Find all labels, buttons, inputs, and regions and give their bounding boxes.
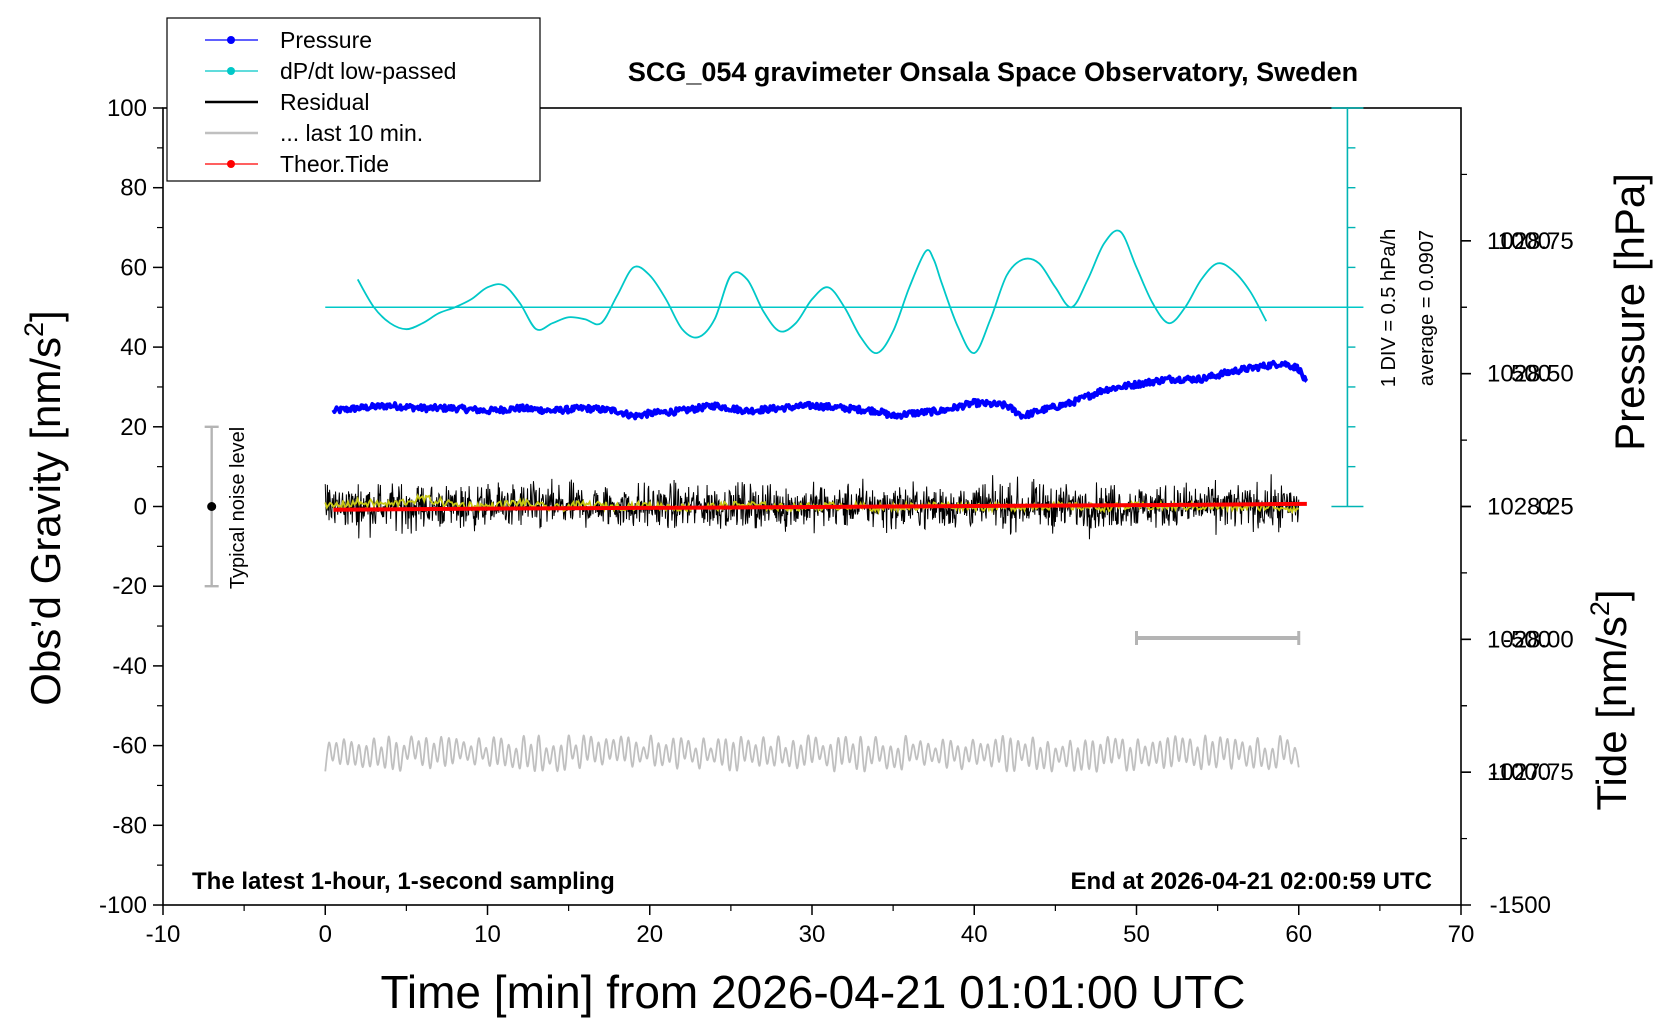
- pressure-tick-label: 1028.00: [1487, 626, 1574, 653]
- y-axis-label-tide-main: Tide [nm/s: [1588, 616, 1635, 811]
- gravity-tick-label: -60: [112, 733, 147, 760]
- legend-box: [166, 17, 541, 182]
- x-tick-label: 0: [319, 921, 332, 948]
- x-axis-label: Time [min] from 2026-04-21 01:01:00 UTC: [381, 966, 1246, 1018]
- noise-level-center-dot: [207, 502, 217, 511]
- legend: Pressure dP/dt low-passed Residual ... last…: [166, 17, 541, 182]
- series-last-10-min: [324, 734, 1300, 773]
- gravity-tick-label: -40: [112, 653, 147, 680]
- gravity-tick-label: -20: [112, 573, 147, 600]
- series-layer: [204, 229, 1309, 773]
- y-axis-label-tide-sup: 2: [1585, 601, 1615, 616]
- end-time-note: End at 2026-04-21 02:00:59 UTC: [1071, 868, 1433, 895]
- legend-items: Pressure dP/dt low-passed Residual ... last…: [205, 27, 456, 177]
- tide-tick-label: -1500: [1490, 892, 1551, 919]
- pressure-tick-label: 1028.75: [1487, 228, 1574, 255]
- y-axis-label-gravity-main: Obs’d Gravity [nm/s: [22, 337, 69, 706]
- tide-tick-label: 500: [1511, 361, 1551, 388]
- y-axis-label-gravity: Obs’d Gravity [nm/s2]: [19, 310, 69, 705]
- y-axis-label-gravity-end: ]: [22, 310, 69, 322]
- x-tick-label: 40: [961, 921, 988, 948]
- gravity-tick-label: 80: [120, 175, 147, 202]
- series-theor-tide: [333, 501, 1307, 512]
- div-label: 1 DIV = 0.5 hPa/h: [1378, 229, 1400, 387]
- x-tick-label: 50: [1123, 921, 1150, 948]
- pressure-tick-label: 1028.25: [1487, 494, 1574, 521]
- gravity-tick-label: -80: [112, 812, 147, 839]
- series-pressure: [331, 359, 1309, 421]
- series-dpdt-low-passed: [356, 229, 1268, 354]
- gravity-tick-label: 60: [120, 254, 147, 281]
- x-tick-label: 30: [799, 921, 826, 948]
- chart-title: SCG_054 gravimeter Onsala Space Observat…: [628, 57, 1358, 87]
- tide-tick-label: -1000: [1490, 759, 1551, 786]
- y-axis-label-gravity-sup: 2: [19, 322, 49, 337]
- legend-label: Theor.Tide: [280, 151, 389, 177]
- y-axis-label-pressure: Pressure [hPa]: [1606, 173, 1653, 451]
- tick-layer: -10 0 10 20 30 40 50 60 70-100-80-60-40-20020406…: [99, 95, 1574, 948]
- tide-tick-label: 1000: [1498, 228, 1551, 255]
- x-tick-label: 70: [1448, 921, 1475, 948]
- x-tick-label: 60: [1285, 921, 1312, 948]
- legend-label: Pressure: [280, 27, 372, 53]
- gravity-tick-label: -100: [99, 892, 147, 919]
- sampling-note: The latest 1-hour, 1-second sampling: [192, 868, 615, 895]
- y-axis-label-tide-end: ]: [1588, 589, 1635, 601]
- gravity-tick-label: 20: [120, 414, 147, 441]
- y-axis-label-tide: Tide [nm/s2]: [1585, 589, 1635, 810]
- noise-level-label: Typical noise level: [227, 427, 249, 589]
- gravity-tick-label: 0: [134, 494, 147, 521]
- legend-marker: [227, 36, 235, 44]
- legend-label: ... last 10 min.: [280, 120, 423, 146]
- pressure-tick-label: 1027.75: [1487, 759, 1574, 786]
- series-residual: [324, 474, 1300, 540]
- x-tick-label: -10: [146, 921, 181, 948]
- average-label: average = 0.0907: [1416, 230, 1438, 386]
- pressure-tick-label: 1028.50: [1487, 361, 1574, 388]
- gravity-tick-label: 100: [107, 95, 147, 122]
- legend-marker: [227, 160, 235, 168]
- legend-label: Residual: [280, 89, 370, 115]
- x-tick-label: 10: [474, 921, 501, 948]
- tide-tick-label: 0: [1538, 494, 1551, 521]
- legend-label: dP/dt low-passed: [280, 58, 456, 84]
- tide-tick-label: -500: [1503, 626, 1551, 653]
- x-tick-label: 20: [636, 921, 663, 948]
- gravity-tick-label: 40: [120, 334, 147, 361]
- legend-marker: [227, 67, 235, 75]
